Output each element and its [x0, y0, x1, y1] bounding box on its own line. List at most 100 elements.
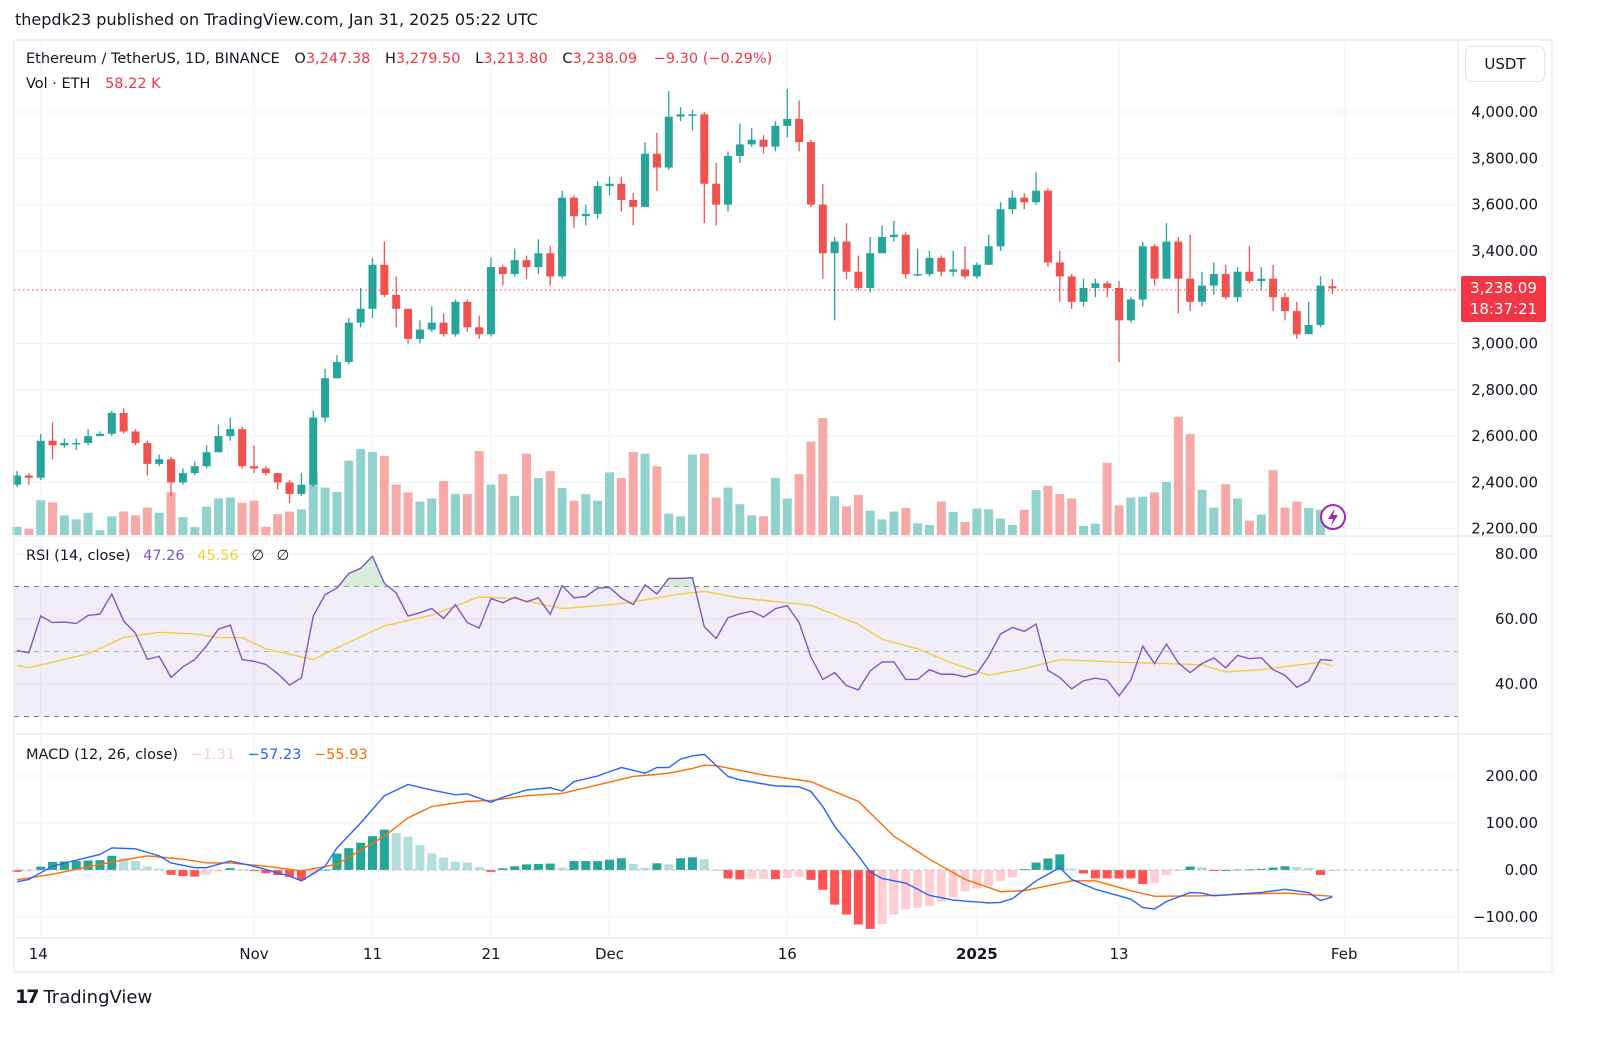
candle[interactable] — [1280, 292, 1289, 321]
candle[interactable] — [652, 132, 661, 191]
candle[interactable] — [1032, 172, 1041, 205]
candle[interactable] — [463, 299, 472, 332]
candle[interactable] — [392, 276, 401, 328]
candle[interactable] — [1115, 280, 1124, 363]
candle[interactable] — [641, 142, 650, 207]
candle[interactable] — [1055, 250, 1064, 302]
candle[interactable] — [972, 262, 981, 279]
candle[interactable] — [1162, 223, 1171, 279]
candle[interactable] — [937, 255, 946, 277]
candle[interactable] — [1245, 246, 1254, 284]
candle[interactable] — [273, 473, 282, 490]
candle[interactable] — [1198, 271, 1206, 307]
candle[interactable] — [261, 466, 270, 476]
candle[interactable] — [1008, 190, 1017, 214]
candle[interactable] — [214, 424, 223, 453]
candle[interactable] — [487, 257, 495, 337]
candle[interactable] — [238, 426, 247, 469]
candle[interactable] — [1328, 278, 1337, 295]
candle[interactable] — [1269, 264, 1278, 312]
candle[interactable] — [581, 204, 590, 226]
candle[interactable] — [498, 264, 507, 286]
candle[interactable] — [984, 234, 993, 265]
candle[interactable] — [72, 438, 81, 450]
candle[interactable] — [569, 195, 578, 228]
candle[interactable] — [250, 445, 258, 474]
candle[interactable] — [368, 257, 377, 319]
candle[interactable] — [783, 88, 792, 138]
candle[interactable] — [404, 308, 413, 344]
candle[interactable] — [842, 223, 851, 279]
candle[interactable] — [1257, 267, 1266, 291]
candle[interactable] — [178, 468, 187, 485]
candle[interactable] — [226, 417, 235, 441]
candle[interactable] — [155, 454, 164, 467]
candle[interactable] — [925, 250, 934, 277]
candle[interactable] — [13, 470, 21, 488]
candle[interactable] — [996, 202, 1005, 251]
candle[interactable] — [1067, 274, 1076, 309]
candle[interactable] — [605, 176, 614, 196]
candle[interactable] — [676, 107, 685, 122]
lightning-icon[interactable] — [1320, 504, 1346, 530]
candle[interactable] — [818, 183, 827, 279]
candle[interactable] — [309, 410, 318, 488]
candle[interactable] — [285, 480, 294, 504]
candle[interactable] — [700, 112, 709, 224]
candle[interactable] — [1020, 193, 1029, 210]
candle[interactable] — [439, 313, 448, 337]
candle[interactable] — [688, 109, 697, 131]
candle[interactable] — [806, 139, 815, 207]
candle[interactable] — [735, 123, 744, 163]
macd-legend[interactable]: MACD (12, 26, close) −1.31 −57.23 −55.93 — [26, 747, 372, 763]
candle[interactable] — [949, 250, 958, 277]
candle[interactable] — [190, 461, 199, 476]
candle[interactable] — [759, 135, 768, 154]
candle[interactable] — [1079, 278, 1088, 307]
candle[interactable] — [617, 176, 626, 212]
candle[interactable] — [48, 422, 57, 460]
candle[interactable] — [1138, 241, 1147, 307]
candle[interactable] — [866, 237, 875, 293]
candle[interactable] — [415, 320, 424, 344]
candle[interactable] — [1103, 280, 1112, 298]
candle[interactable] — [427, 306, 436, 332]
candle[interactable] — [131, 429, 140, 446]
candle[interactable] — [878, 225, 887, 254]
candle[interactable] — [961, 246, 969, 279]
candle[interactable] — [1150, 243, 1159, 286]
tradingview-logo[interactable]: 17 TradingView — [15, 986, 152, 1008]
candle[interactable] — [1304, 301, 1313, 335]
rsi-ma-line[interactable] — [16, 590, 1333, 676]
candlesticks[interactable] — [13, 88, 1337, 504]
macd-pane[interactable] — [12, 753, 1459, 929]
candle[interactable] — [522, 255, 531, 279]
candle[interactable] — [167, 456, 176, 497]
candle[interactable] — [356, 287, 365, 328]
candle[interactable] — [593, 181, 602, 219]
candle[interactable] — [795, 100, 804, 152]
candle[interactable] — [1209, 262, 1218, 295]
candle[interactable] — [1292, 301, 1301, 339]
candle[interactable] — [558, 190, 567, 279]
candle[interactable] — [143, 440, 152, 476]
candle[interactable] — [724, 151, 732, 212]
candle[interactable] — [107, 410, 116, 437]
candle[interactable] — [889, 220, 898, 242]
candle[interactable] — [534, 239, 543, 275]
candle[interactable] — [712, 162, 721, 226]
volume-legend[interactable]: Vol · ETH 58.22 K — [26, 76, 165, 92]
candle[interactable] — [1221, 264, 1230, 300]
candle[interactable] — [510, 248, 519, 277]
candle[interactable] — [332, 355, 341, 379]
candle[interactable] — [901, 232, 910, 279]
candle[interactable] — [664, 91, 673, 170]
macd-line[interactable] — [16, 753, 1333, 910]
candle[interactable] — [1126, 297, 1135, 323]
symbol-legend[interactable]: Ethereum / TetherUS, 1D, BINANCE O3,247.… — [26, 51, 776, 67]
candle[interactable] — [84, 429, 93, 446]
candle[interactable] — [60, 438, 69, 448]
candle[interactable] — [854, 255, 863, 291]
candle[interactable] — [830, 237, 839, 321]
